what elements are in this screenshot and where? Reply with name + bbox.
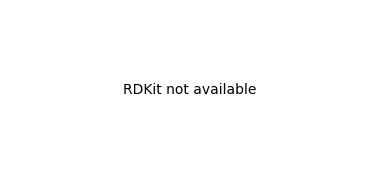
Text: RDKit not available: RDKit not available [124,83,257,97]
